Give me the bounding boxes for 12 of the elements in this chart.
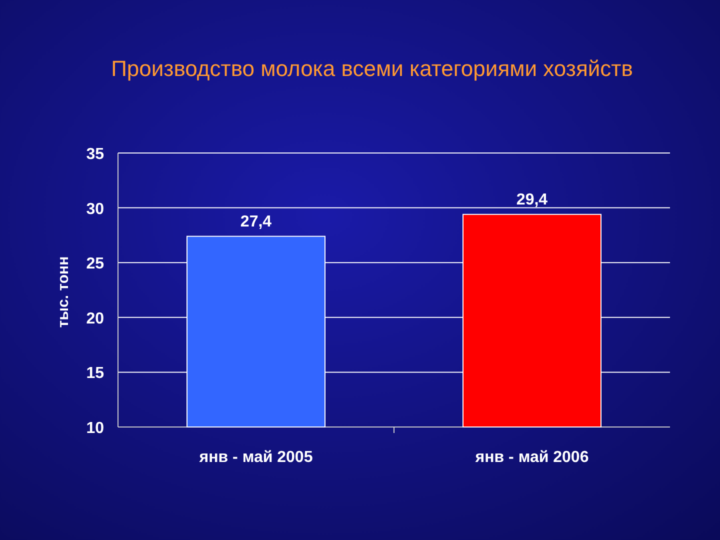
x-tick-label: янв - май 2005 (198, 449, 313, 466)
x-tick-label: янв - май 2006 (474, 449, 589, 466)
y-tick-label: 15 (86, 365, 104, 382)
y-tick-label: 20 (86, 310, 104, 328)
chart-title: Производство молока всеми категориями хозяйств (111, 56, 633, 81)
y-axis-title: тыс. тонн (55, 256, 72, 328)
y-tick-label: 25 (86, 256, 104, 273)
y-tick-label: 30 (86, 200, 104, 218)
y-tick-label: 10 (86, 420, 104, 437)
data-label: 27,4 (240, 213, 272, 230)
data-label: 29,4 (516, 191, 548, 208)
y-tick-label: 35 (86, 146, 104, 163)
